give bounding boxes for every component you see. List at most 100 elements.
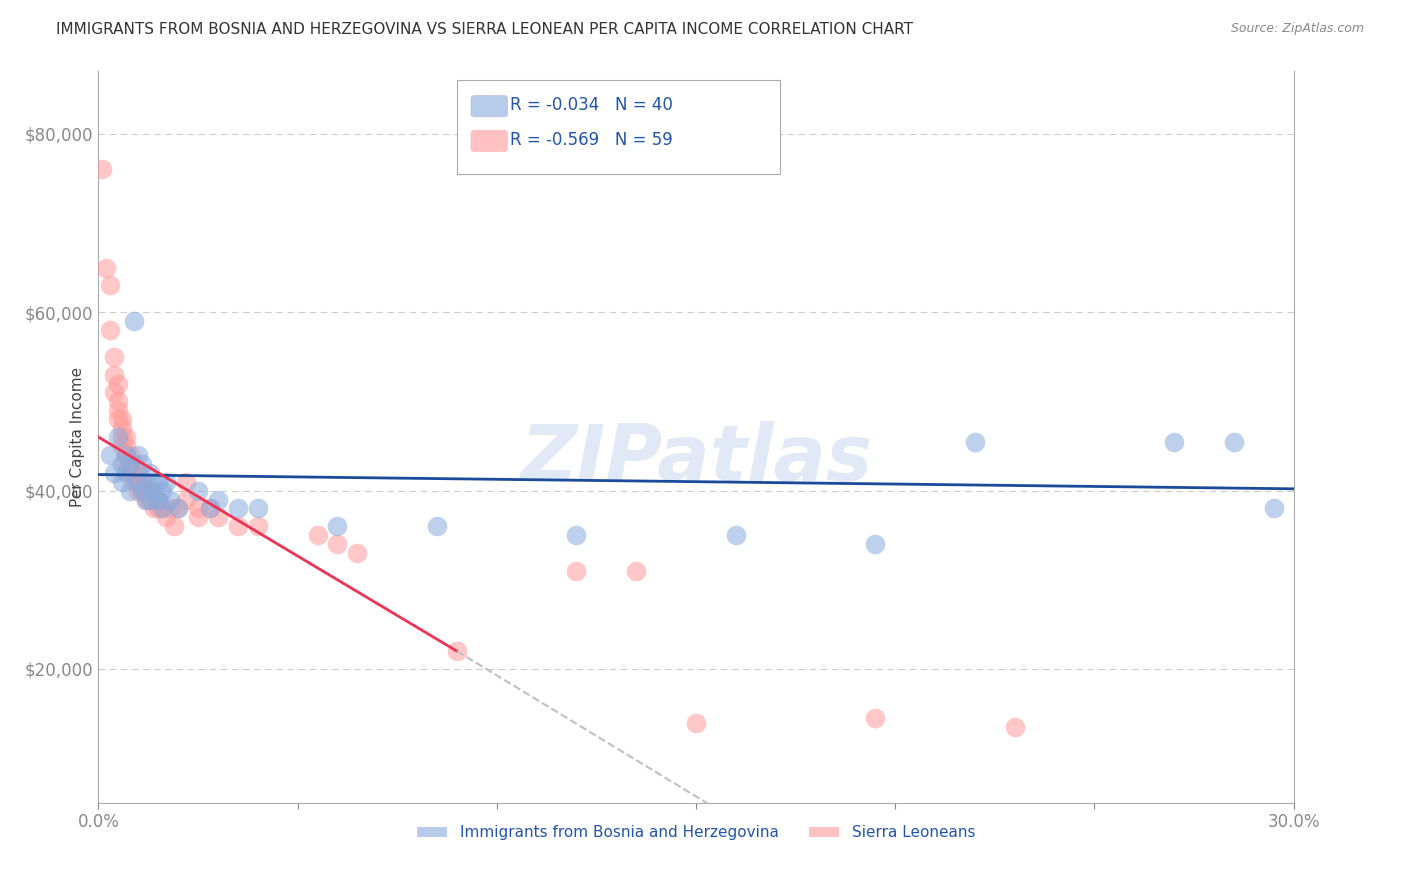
Text: IMMIGRANTS FROM BOSNIA AND HERZEGOVINA VS SIERRA LEONEAN PER CAPITA INCOME CORRE: IMMIGRANTS FROM BOSNIA AND HERZEGOVINA V… [56, 22, 914, 37]
Point [120, 457, 142, 471]
Point [115, 430, 138, 444]
Point [163, 519, 186, 533]
Point [91, 162, 114, 177]
Point [115, 466, 138, 480]
Point [143, 483, 166, 498]
Point [150, 501, 173, 516]
Point [207, 510, 229, 524]
Point [135, 492, 157, 507]
Point [307, 528, 329, 542]
Point [111, 421, 134, 435]
Point [131, 483, 153, 498]
Point [115, 439, 138, 453]
Point [1263, 501, 1285, 516]
Legend: Immigrants from Bosnia and Herzegovina, Sierra Leoneans: Immigrants from Bosnia and Herzegovina, … [411, 819, 981, 847]
Point [326, 519, 349, 533]
Point [115, 448, 138, 462]
Point [107, 394, 129, 409]
Point [150, 483, 173, 498]
Point [148, 501, 170, 516]
Point [124, 314, 146, 328]
Text: ZIPatlas: ZIPatlas [520, 421, 872, 497]
Point [107, 412, 129, 426]
Point [127, 466, 149, 480]
Point [124, 457, 146, 471]
Point [127, 475, 149, 489]
Point [1163, 434, 1185, 449]
Point [135, 475, 157, 489]
Point [155, 510, 177, 524]
Point [174, 475, 197, 489]
Point [135, 483, 157, 498]
Point [724, 528, 747, 542]
Point [131, 457, 153, 471]
Point [865, 537, 887, 551]
Point [426, 519, 449, 533]
Point [120, 448, 142, 462]
Point [174, 492, 197, 507]
Point [446, 644, 468, 658]
Point [127, 475, 149, 489]
Point [226, 519, 249, 533]
Point [103, 385, 125, 400]
Text: R = -0.569   N = 59: R = -0.569 N = 59 [510, 131, 673, 149]
Point [865, 711, 887, 725]
Point [111, 412, 134, 426]
Point [155, 475, 177, 489]
Point [565, 528, 588, 542]
Point [139, 492, 162, 507]
Point [198, 501, 221, 516]
Point [565, 564, 588, 578]
Point [148, 492, 170, 507]
Point [159, 492, 181, 507]
Point [103, 350, 125, 364]
Point [111, 430, 134, 444]
Point [139, 466, 162, 480]
Point [115, 448, 138, 462]
Point [326, 537, 349, 551]
Point [685, 715, 707, 730]
Point [111, 475, 134, 489]
Point [107, 403, 129, 417]
Y-axis label: Per Capita Income: Per Capita Income [69, 367, 84, 508]
Point [103, 368, 125, 382]
Point [148, 492, 170, 507]
Point [139, 492, 162, 507]
Point [120, 483, 142, 498]
Point [246, 501, 269, 516]
Point [198, 501, 221, 516]
Point [115, 457, 138, 471]
Point [111, 439, 134, 453]
Text: Source: ZipAtlas.com: Source: ZipAtlas.com [1230, 22, 1364, 36]
Point [107, 430, 129, 444]
Point [131, 483, 153, 498]
Point [1004, 720, 1026, 734]
Point [167, 501, 190, 516]
Point [626, 564, 648, 578]
Point [346, 546, 368, 560]
Point [226, 501, 249, 516]
Point [148, 475, 170, 489]
Point [207, 492, 229, 507]
Point [120, 466, 142, 480]
Point [124, 466, 146, 480]
Point [187, 510, 209, 524]
Point [246, 519, 269, 533]
Point [131, 475, 153, 489]
Point [98, 278, 122, 293]
Point [167, 501, 190, 516]
Point [187, 501, 209, 516]
Point [127, 448, 149, 462]
Point [1223, 434, 1246, 449]
Point [111, 457, 134, 471]
Point [159, 501, 181, 516]
Point [187, 483, 209, 498]
Point [124, 475, 146, 489]
Point [963, 434, 986, 449]
Point [150, 501, 173, 516]
Point [103, 466, 125, 480]
Point [135, 492, 157, 507]
Point [98, 323, 122, 337]
Point [107, 376, 129, 391]
Text: R = -0.034   N = 40: R = -0.034 N = 40 [510, 96, 673, 114]
